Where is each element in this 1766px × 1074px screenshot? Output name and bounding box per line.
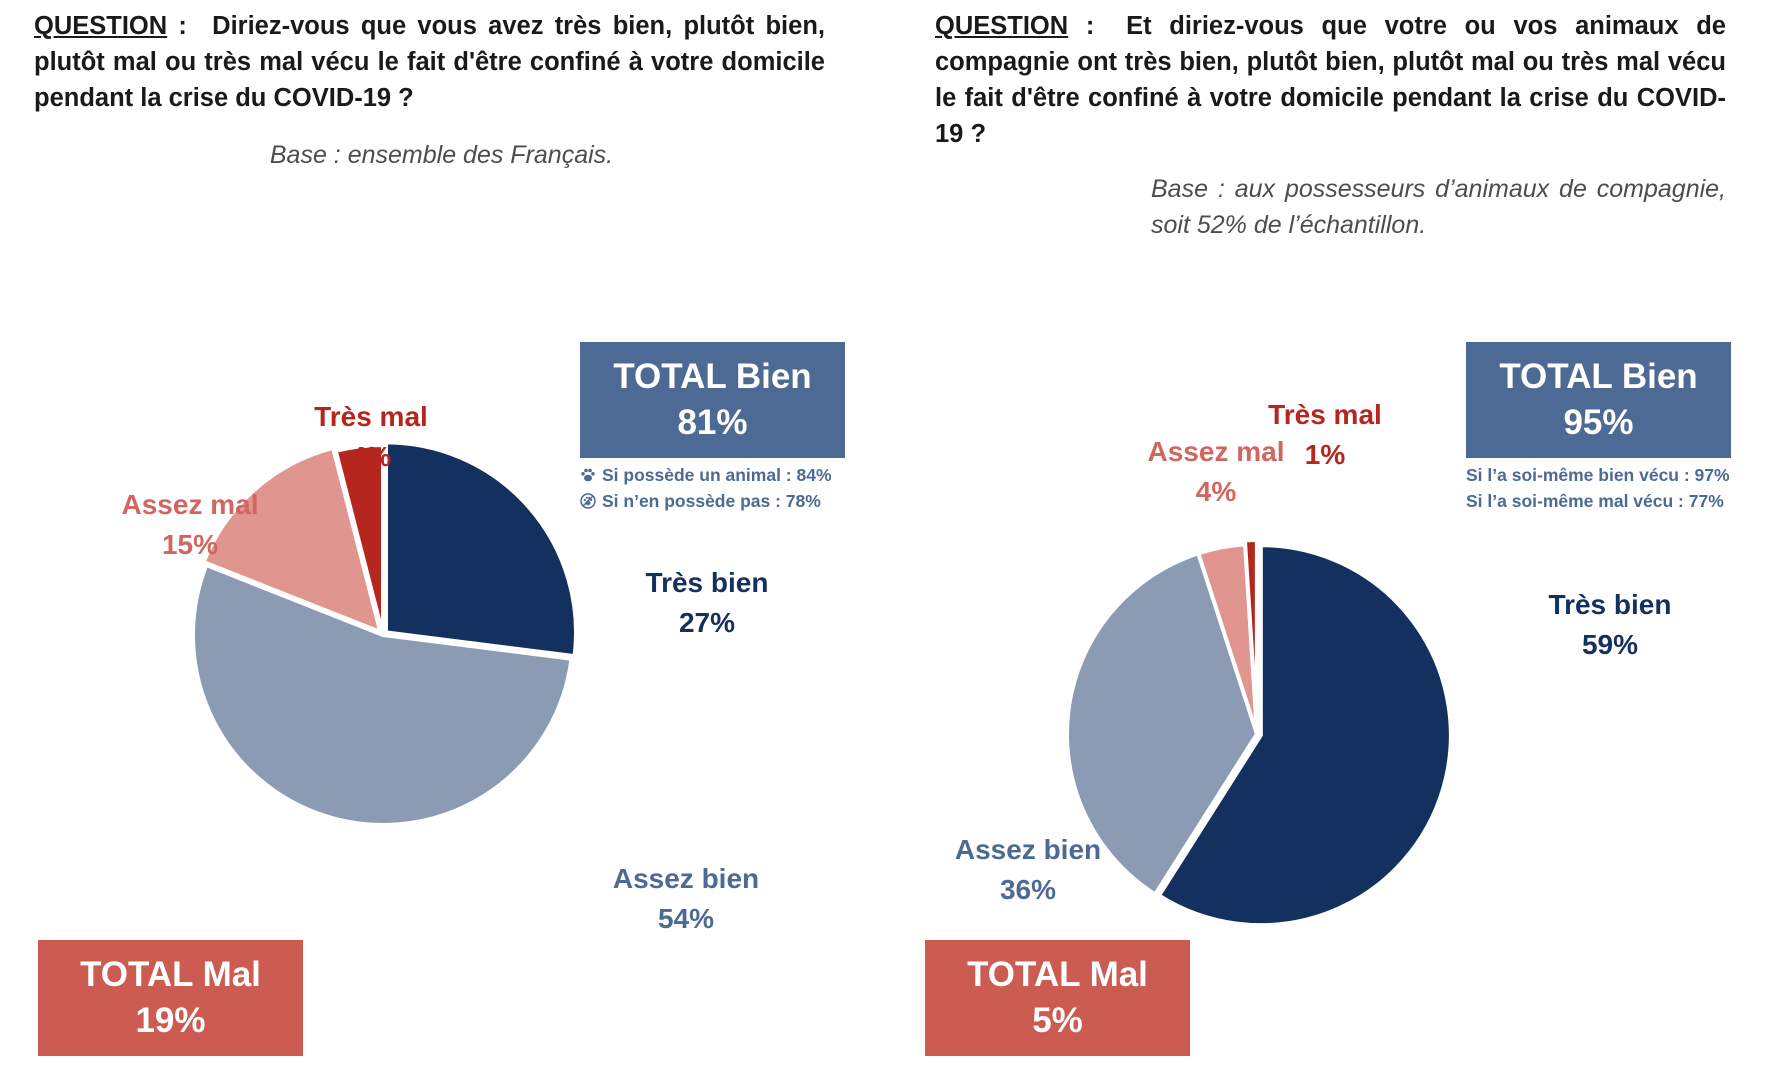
label-tres-mal: Très mal 1% bbox=[1268, 395, 1382, 475]
total-bien-notes: Si l’a soi-même bien vécu : 97% Si l’a s… bbox=[1466, 462, 1730, 514]
total-bien-value: 81% bbox=[677, 403, 748, 442]
label-tres-mal-value: 1% bbox=[1304, 439, 1346, 470]
pie-chart-left bbox=[191, 440, 578, 827]
label-tres-mal-name: Très mal bbox=[1268, 399, 1382, 430]
label-tres-bien-value: 59% bbox=[1581, 629, 1639, 660]
question-body: Et diriez-vous que votre ou vos animaux … bbox=[935, 12, 1726, 148]
note-text: Si n’en possède pas : 78% bbox=[602, 491, 821, 511]
total-bien-notes: Si possède un animal : 84% Si n’en possè… bbox=[580, 462, 832, 514]
label-assez-bien: Assez bien 36% bbox=[955, 830, 1101, 910]
note-text: Si possède un animal : 84% bbox=[602, 465, 832, 485]
label-tres-mal: Très mal 4% bbox=[314, 397, 428, 477]
base-note: Base : ensemble des Français. bbox=[269, 141, 614, 169]
total-mal-title: TOTAL Mal bbox=[80, 955, 261, 994]
label-assez-bien: Assez bien 54% bbox=[613, 859, 759, 939]
question-body: Diriez-vous que vous avez très bien, plu… bbox=[34, 12, 825, 112]
label-assez-mal-value: 15% bbox=[161, 529, 219, 560]
slice-assez-bien bbox=[191, 563, 574, 827]
label-tres-mal-value: 4% bbox=[350, 441, 392, 472]
question-colon: : bbox=[178, 12, 187, 40]
label-assez-bien-name: Assez bien bbox=[954, 834, 1102, 865]
slice-tres-bien bbox=[1157, 543, 1453, 928]
right-panel: QUESTION : Et diriez-vous que votre ou v… bbox=[883, 0, 1766, 1074]
base-note: Base : aux possesseurs d’animaux de comp… bbox=[1151, 175, 1726, 239]
label-assez-mal-value: 4% bbox=[1195, 476, 1237, 507]
no-paw-icon bbox=[580, 493, 596, 509]
label-assez-bien-value: 36% bbox=[999, 874, 1057, 905]
note-row: Si l’a soi-même bien vécu : 97% bbox=[1466, 462, 1730, 488]
label-assez-bien-name: Assez bien bbox=[612, 863, 760, 894]
slice-assez-bien bbox=[1065, 551, 1259, 897]
label-assez-mal: Assez mal 15% bbox=[122, 485, 259, 565]
total-mal-value: 19% bbox=[135, 1001, 206, 1040]
total-mal-title: TOTAL Mal bbox=[967, 955, 1148, 994]
total-mal-value: 5% bbox=[1032, 1001, 1083, 1040]
total-bien-title: TOTAL Bien bbox=[1499, 357, 1698, 396]
label-assez-mal: Assez mal 4% bbox=[1148, 432, 1285, 512]
left-panel: QUESTION : Diriez-vous que vous avez trè… bbox=[34, 8, 845, 1056]
paw-icon bbox=[581, 468, 595, 482]
total-bien-box: TOTAL Bien 81% bbox=[580, 342, 845, 458]
label-assez-mal-name: Assez mal bbox=[121, 489, 259, 520]
slice-assez-mal bbox=[201, 445, 383, 634]
note-text: Si l’a soi-même bien vécu : 97% bbox=[1466, 465, 1730, 485]
total-bien-value: 95% bbox=[1563, 403, 1634, 442]
label-tres-bien: Très bien 59% bbox=[1549, 585, 1672, 665]
label-tres-bien-name: Très bien bbox=[645, 567, 769, 598]
question-label: QUESTION bbox=[34, 12, 168, 40]
label-tres-bien-name: Très bien bbox=[1548, 589, 1672, 620]
slice-tres-mal bbox=[1242, 538, 1259, 733]
total-bien-box: TOTAL Bien 95% bbox=[1466, 342, 1731, 458]
total-bien-title: TOTAL Bien bbox=[613, 357, 812, 396]
slice-tres-mal bbox=[333, 443, 385, 637]
note-row: Si n’en possède pas : 78% bbox=[580, 488, 832, 514]
question-label: QUESTION bbox=[935, 12, 1069, 40]
question-text: QUESTION : Et diriez-vous que votre ou v… bbox=[935, 8, 1726, 152]
pie-chart-right bbox=[1065, 538, 1453, 928]
label-assez-bien-value: 54% bbox=[657, 903, 715, 934]
label-tres-bien-value: 27% bbox=[678, 607, 736, 638]
slice-tres-bien bbox=[384, 440, 578, 659]
question-text: QUESTION : Diriez-vous que vous avez trè… bbox=[34, 8, 825, 116]
note-row: Si l’a soi-même mal vécu : 77% bbox=[1466, 488, 1730, 514]
label-tres-mal-name: Très mal bbox=[314, 401, 428, 432]
question-colon: : bbox=[1085, 12, 1095, 40]
total-mal-box: TOTAL Mal 19% bbox=[38, 940, 303, 1056]
total-mal-box: TOTAL Mal 5% bbox=[925, 940, 1190, 1056]
label-assez-mal-name: Assez mal bbox=[1147, 436, 1285, 467]
note-text: Si l’a soi-même mal vécu : 77% bbox=[1466, 491, 1724, 511]
label-tres-bien: Très bien 27% bbox=[646, 563, 769, 643]
note-row: Si possède un animal : 84% bbox=[580, 462, 832, 488]
